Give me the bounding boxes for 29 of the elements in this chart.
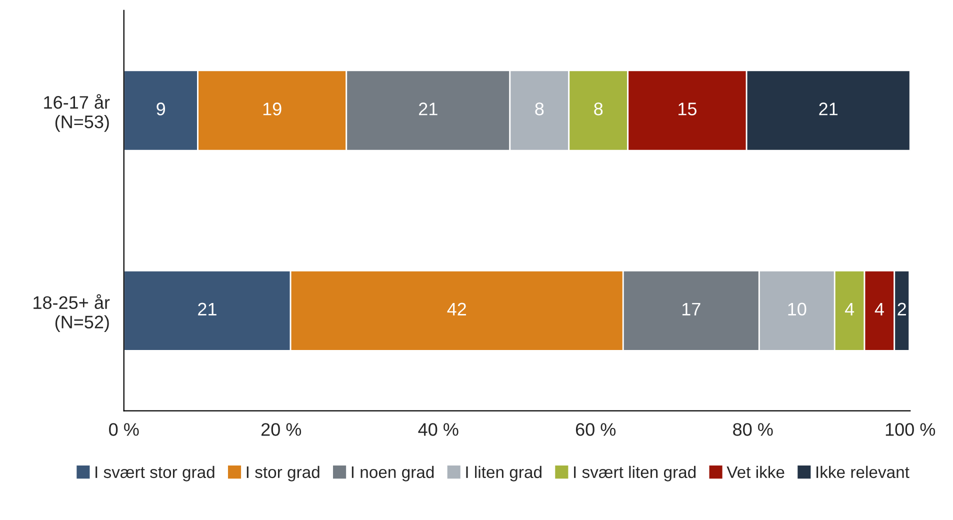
legend-label: I noen grad bbox=[352, 466, 434, 482]
data-label: 10 bbox=[788, 302, 806, 316]
data-label: 8 bbox=[594, 102, 603, 116]
data-label: 15 bbox=[678, 102, 697, 116]
x-tick-label: 60 % bbox=[576, 423, 616, 436]
legend-label: I svært liten grad bbox=[574, 466, 696, 482]
data-label: 42 bbox=[447, 302, 466, 316]
data-label: 21 bbox=[819, 102, 838, 116]
legend-label: I svært stor grad bbox=[96, 466, 214, 482]
x-tick-label: 100 % bbox=[886, 423, 936, 436]
legend-label: Ikke relevant bbox=[816, 466, 910, 478]
data-label: 17 bbox=[682, 302, 700, 316]
y-tick-label: 16-17 år (N=53) bbox=[44, 94, 110, 132]
data-label: 4 bbox=[844, 302, 854, 316]
data-label: 8 bbox=[535, 102, 544, 116]
x-tick-label: 0 % bbox=[109, 423, 139, 436]
x-tick-label: 80 % bbox=[733, 423, 773, 436]
data-label: 21 bbox=[419, 102, 438, 116]
y-tick-label: 18-25+ år (N=52) bbox=[34, 294, 110, 332]
data-label: 9 bbox=[156, 102, 166, 116]
x-tick-label: 40 % bbox=[418, 423, 458, 436]
x-tick-label: 20 % bbox=[261, 423, 302, 436]
data-label: 19 bbox=[263, 102, 282, 116]
legend-label: I stor grad bbox=[246, 466, 320, 482]
data-label: 2 bbox=[898, 302, 906, 316]
legend-label: I liten grad bbox=[466, 466, 542, 482]
legend-label: Vet ikke bbox=[726, 466, 784, 478]
data-label: 21 bbox=[198, 302, 216, 316]
data-label: 4 bbox=[874, 302, 884, 316]
